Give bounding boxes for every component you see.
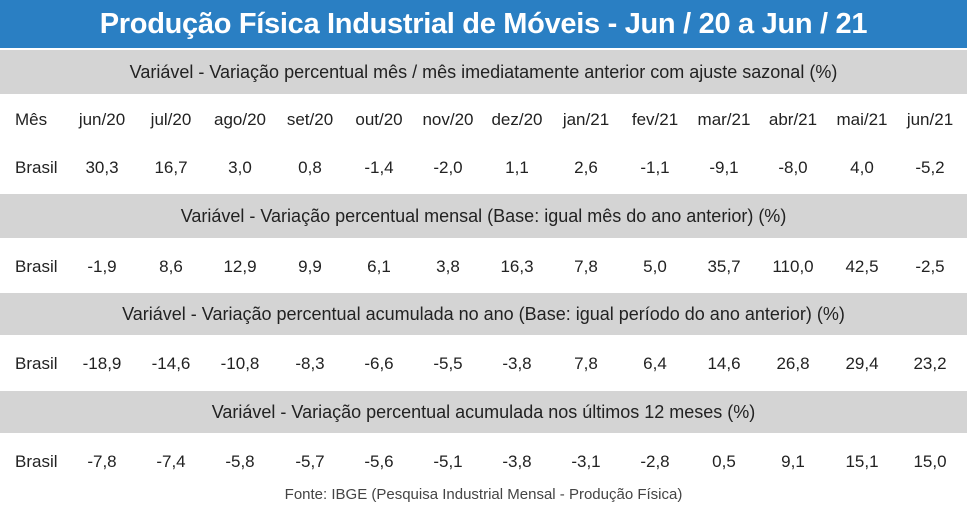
table-row: Brasil -7,8 -7,4 -5,8 -5,7 -5,6 -5,1 -3,8 -3,1 -2… bbox=[0, 440, 967, 484]
table-row: Brasil -18,9 -14,6 -10,8 -8,3 -6,6 -5,5 -3,8 7,8… bbox=[0, 342, 967, 386]
table-cell: 4,0 bbox=[850, 158, 874, 177]
column-header: out/20 bbox=[355, 110, 403, 129]
table-cell: 42,5 bbox=[845, 257, 879, 276]
table-cell: -7,8 bbox=[87, 452, 117, 471]
table-cell: -5,1 bbox=[433, 452, 463, 471]
table-cell: -6,6 bbox=[364, 354, 394, 373]
source-note: Fonte: IBGE (Pesquisa Industrial Mensal … bbox=[284, 486, 683, 503]
table-cell: 110,0 bbox=[772, 257, 814, 276]
column-header: abr/21 bbox=[768, 110, 818, 129]
table-cell: -8,0 bbox=[778, 158, 808, 177]
table-row: Brasil -1,9 8,6 12,9 9,9 6,1 3,8 16,3 7,8 5,0 35,7… bbox=[0, 245, 967, 289]
table-cell: -3,8 bbox=[502, 452, 532, 471]
table-cell: -5,2 bbox=[915, 158, 945, 177]
table-cell: 7,8 bbox=[574, 354, 598, 373]
table-cell: -5,6 bbox=[364, 452, 394, 471]
table-cell: 3,0 bbox=[228, 158, 252, 177]
table-cell: -10,8 bbox=[220, 354, 260, 373]
table-cell: 23,2 bbox=[913, 354, 947, 373]
row-label: Brasil bbox=[15, 354, 58, 373]
table-row: Brasil 30,3 16,7 3,0 0,8 -1,4 -2,0 1,1 2,6 -1,1 -9… bbox=[0, 146, 967, 190]
figure-title: Produção Física Industrial de Móveis - J… bbox=[0, 0, 967, 48]
table-cell: -8,3 bbox=[295, 354, 325, 373]
table-cell: -1,4 bbox=[364, 158, 394, 177]
table-cell: 35,7 bbox=[707, 257, 741, 276]
table-cell: 16,7 bbox=[154, 158, 188, 177]
table-cell: 9,1 bbox=[781, 452, 805, 471]
row-label: Brasil bbox=[15, 158, 58, 177]
section-title: Variável - Variação percentual acumulada… bbox=[0, 391, 967, 433]
column-header: set/20 bbox=[286, 110, 334, 129]
header-label: Mês bbox=[15, 110, 48, 129]
table-cell: -1,9 bbox=[87, 257, 117, 276]
table-cell: 0,8 bbox=[298, 158, 322, 177]
table-cell: -2,0 bbox=[433, 158, 463, 177]
table-cell: 26,8 bbox=[776, 354, 810, 373]
column-header: nov/20 bbox=[422, 110, 474, 129]
table-cell: 9,9 bbox=[298, 257, 322, 276]
table-cell: 6,1 bbox=[367, 257, 391, 276]
section-title: Variável - Variação percentual mensal (B… bbox=[0, 194, 967, 238]
column-header: fev/21 bbox=[631, 110, 679, 129]
table-cell: 12,9 bbox=[223, 257, 257, 276]
table-cell: -14,6 bbox=[151, 354, 191, 373]
table-cell: 14,6 bbox=[707, 354, 741, 373]
table-cell: 8,6 bbox=[159, 257, 183, 276]
table-cell: 7,8 bbox=[574, 257, 598, 276]
table-cell: -9,1 bbox=[709, 158, 739, 177]
column-header: jul/20 bbox=[150, 110, 192, 129]
table-cell: 30,3 bbox=[85, 158, 119, 177]
table-cell: -5,7 bbox=[295, 452, 325, 471]
table-cell: -7,4 bbox=[156, 452, 186, 471]
section-title: Variável - Variação percentual acumulada… bbox=[0, 293, 967, 335]
table-cell: -5,8 bbox=[225, 452, 255, 471]
column-header: mar/21 bbox=[697, 110, 751, 129]
table-cell: 1,1 bbox=[505, 158, 529, 177]
table-cell: 15,1 bbox=[845, 452, 879, 471]
table-cell: -3,8 bbox=[502, 354, 532, 373]
table-cell: 2,6 bbox=[574, 158, 598, 177]
header-row: Mês jun/20 jul/20 ago/20 set/20 out/20 nov/20 d… bbox=[0, 98, 967, 142]
table-cell: 16,3 bbox=[500, 257, 534, 276]
column-header: jan/21 bbox=[562, 110, 610, 129]
column-header: jun/21 bbox=[906, 110, 954, 129]
table-cell: -2,5 bbox=[915, 257, 945, 276]
table-cell: 29,4 bbox=[845, 354, 879, 373]
table-cell: 6,4 bbox=[643, 354, 667, 373]
table-cell: 15,0 bbox=[913, 452, 947, 471]
table-cell: 3,8 bbox=[436, 257, 460, 276]
row-label: Brasil bbox=[15, 257, 58, 276]
column-header: dez/20 bbox=[491, 110, 543, 129]
table-cell: -18,9 bbox=[82, 354, 122, 373]
table-cell: -2,8 bbox=[640, 452, 670, 471]
column-header: ago/20 bbox=[214, 110, 266, 129]
column-header: mai/21 bbox=[836, 110, 888, 129]
row-label: Brasil bbox=[15, 452, 58, 471]
table-cell: -1,1 bbox=[640, 158, 670, 177]
table-cell: -5,5 bbox=[433, 354, 463, 373]
table-cell: 5,0 bbox=[643, 257, 667, 276]
section-title: Variável - Variação percentual mês / mês… bbox=[0, 50, 967, 94]
table-cell: 0,5 bbox=[712, 452, 736, 471]
column-header: jun/20 bbox=[78, 110, 126, 129]
table-cell: -3,1 bbox=[571, 452, 601, 471]
